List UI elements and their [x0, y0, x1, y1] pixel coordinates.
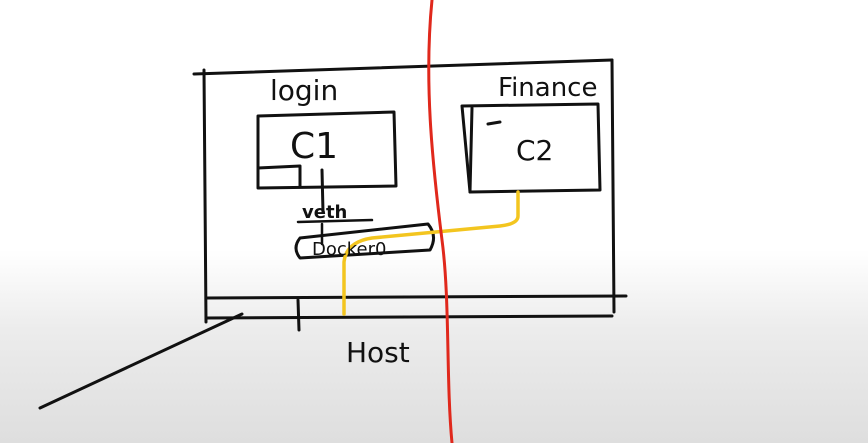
veth-underline — [296, 218, 374, 224]
host-box — [192, 58, 628, 332]
label-host: Host — [346, 336, 410, 369]
label-docker0: Docker0 — [312, 239, 386, 260]
boundary-line — [427, 0, 454, 445]
label-c1: C1 — [290, 126, 338, 167]
container-1-box — [256, 110, 398, 190]
connection-line — [342, 190, 520, 316]
label-c2: C2 — [516, 134, 553, 167]
pointer-line — [38, 312, 244, 410]
c1-link — [320, 168, 325, 214]
container-2-box — [460, 102, 602, 194]
label-login: login — [270, 74, 338, 107]
label-finance: Finance — [498, 73, 597, 103]
bridge-shape — [294, 222, 435, 260]
label-veth: veth — [302, 202, 347, 223]
